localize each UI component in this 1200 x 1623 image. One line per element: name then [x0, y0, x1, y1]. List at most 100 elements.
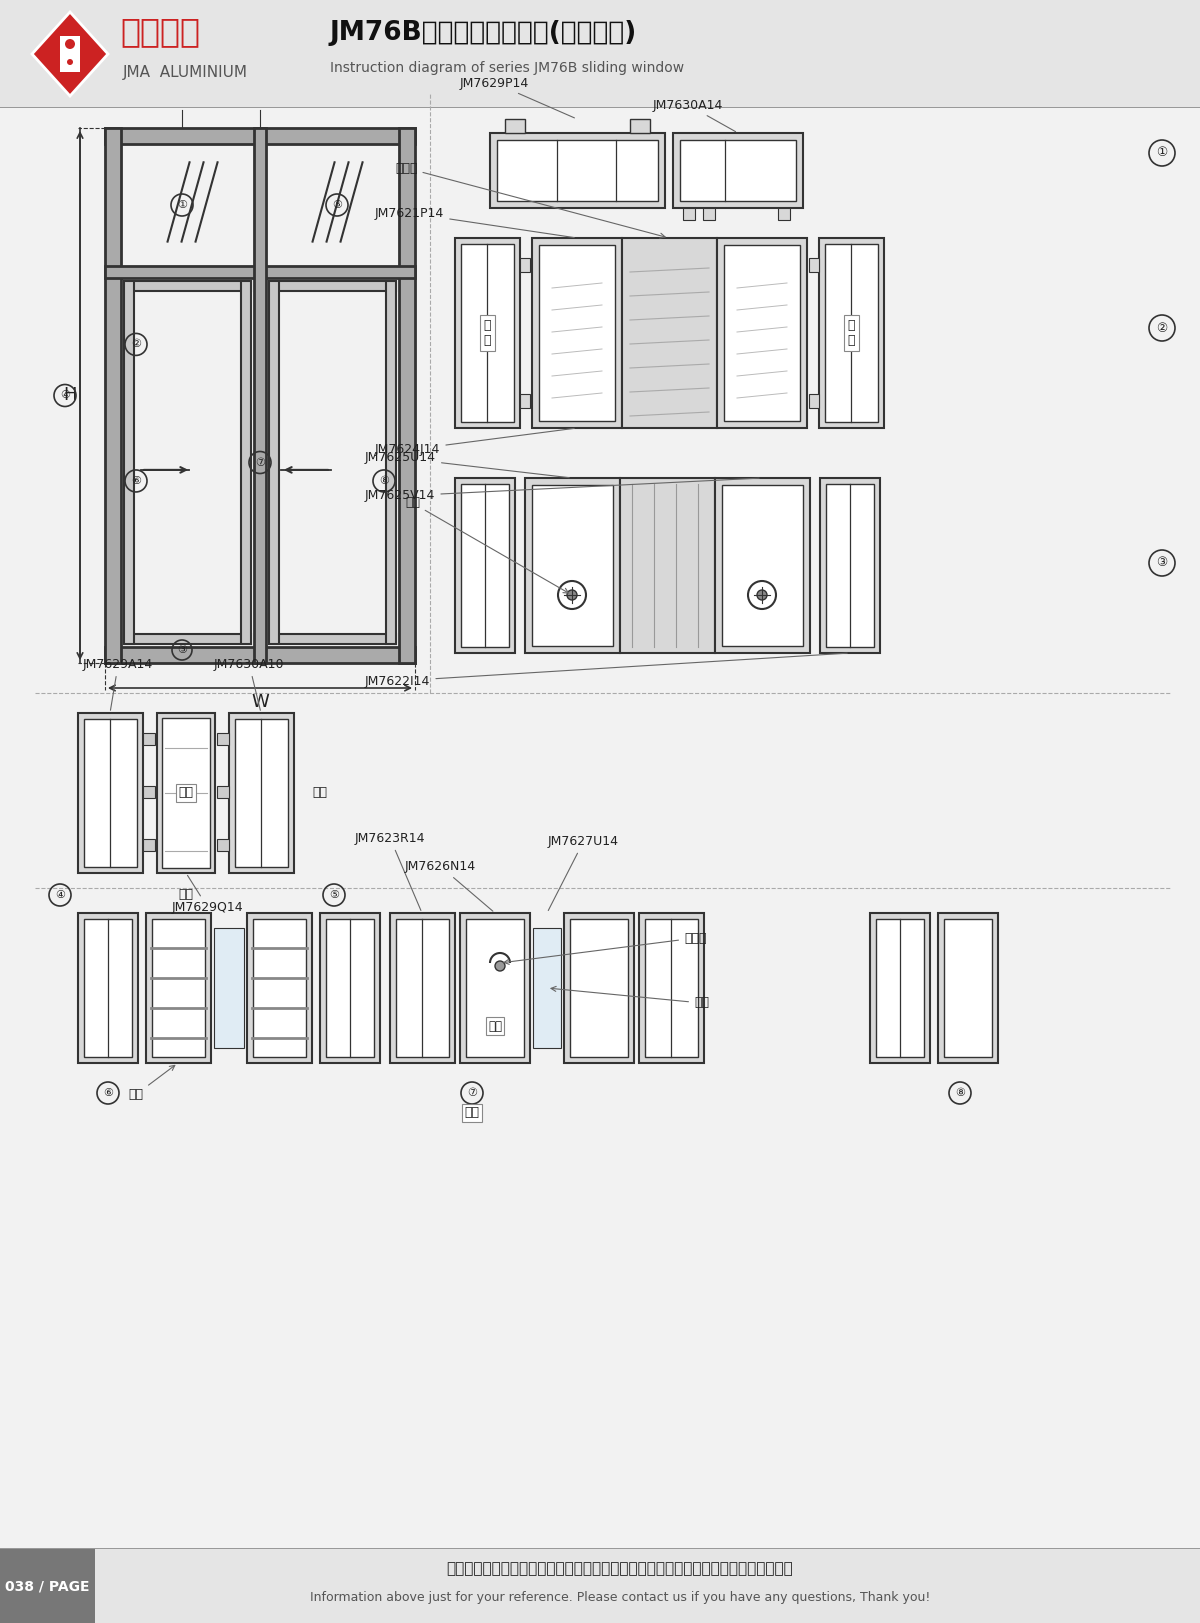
- Text: ⑥: ⑥: [103, 1087, 113, 1099]
- Text: 038 / PAGE: 038 / PAGE: [5, 1579, 89, 1594]
- Bar: [84, 919, 132, 1057]
- Text: ②: ②: [1157, 321, 1168, 334]
- Bar: [269, 635, 396, 644]
- Text: W: W: [251, 693, 269, 711]
- Text: 月牙锁: 月牙锁: [504, 932, 707, 964]
- Bar: [0, 1548, 95, 1623]
- Bar: [106, 128, 121, 664]
- Bar: [532, 485, 613, 646]
- Circle shape: [496, 961, 505, 971]
- Bar: [235, 719, 288, 867]
- Polygon shape: [32, 11, 108, 96]
- Text: 图中所示型材截面、装配、编号、尺寸及重量仅供参考。如有疑问，请向本公司查询。: 图中所示型材截面、装配、编号、尺寸及重量仅供参考。如有疑问，请向本公司查询。: [446, 1561, 793, 1576]
- Text: ⑦: ⑦: [467, 1087, 478, 1099]
- Bar: [466, 919, 524, 1057]
- Bar: [826, 484, 874, 648]
- Bar: [390, 914, 455, 1063]
- Text: ⑧: ⑧: [379, 476, 389, 485]
- Text: ④: ④: [60, 391, 70, 401]
- Text: ①: ①: [1157, 146, 1168, 159]
- Bar: [253, 919, 306, 1057]
- Text: JM7627U14: JM7627U14: [548, 834, 619, 911]
- Text: 滑轮: 滑轮: [406, 497, 569, 592]
- Bar: [152, 919, 205, 1057]
- Bar: [229, 712, 294, 873]
- Text: 室外: 室外: [464, 1107, 480, 1120]
- Bar: [124, 635, 251, 644]
- Bar: [722, 485, 803, 646]
- Text: 防盗器: 防盗器: [395, 162, 665, 239]
- Text: ②: ②: [131, 339, 142, 349]
- Bar: [241, 281, 251, 644]
- Text: JM7625U14: JM7625U14: [365, 451, 569, 477]
- Text: ⑥: ⑥: [131, 476, 142, 485]
- Bar: [396, 919, 449, 1057]
- Text: JM7625V14: JM7625V14: [365, 479, 760, 503]
- Text: JM7626N14: JM7626N14: [406, 860, 493, 911]
- Text: 室内: 室内: [179, 787, 193, 800]
- Bar: [124, 281, 251, 291]
- Text: JM7622I14: JM7622I14: [365, 652, 847, 688]
- Text: JM7629A14: JM7629A14: [83, 657, 154, 711]
- Bar: [683, 208, 695, 221]
- Bar: [520, 394, 530, 407]
- Circle shape: [568, 591, 577, 601]
- Bar: [564, 914, 634, 1063]
- Bar: [876, 919, 924, 1057]
- Circle shape: [65, 39, 74, 49]
- Text: 毛条: 毛条: [128, 1065, 175, 1100]
- Bar: [143, 786, 155, 799]
- Bar: [269, 281, 396, 291]
- Text: ⑤: ⑤: [329, 889, 340, 901]
- Bar: [386, 281, 396, 644]
- Bar: [143, 839, 155, 850]
- Bar: [460, 914, 530, 1063]
- Text: 室
内: 室 内: [484, 320, 491, 347]
- Bar: [539, 245, 616, 420]
- Bar: [532, 239, 622, 428]
- Bar: [703, 208, 715, 221]
- Bar: [505, 118, 526, 133]
- Bar: [0, 0, 1200, 109]
- Bar: [520, 258, 530, 273]
- Bar: [146, 914, 211, 1063]
- Bar: [620, 479, 715, 652]
- Bar: [162, 717, 210, 868]
- Text: JM7621P14: JM7621P14: [374, 206, 575, 237]
- Text: ③: ③: [178, 644, 187, 656]
- Text: JM7630A10: JM7630A10: [214, 657, 284, 711]
- Text: JMA  ALUMINIUM: JMA ALUMINIUM: [124, 65, 248, 80]
- Bar: [320, 914, 380, 1063]
- Text: ⑧: ⑧: [955, 1087, 965, 1099]
- Bar: [724, 245, 800, 420]
- Bar: [718, 239, 808, 428]
- Text: 室内: 室内: [488, 1019, 502, 1032]
- Text: JM76B系列推拉窗结构图(无装饰线): JM76B系列推拉窗结构图(无装饰线): [330, 19, 637, 45]
- Bar: [461, 484, 509, 648]
- Bar: [809, 258, 818, 273]
- Text: Information above just for your reference. Please contact us if you have any que: Information above just for your referenc…: [310, 1592, 930, 1605]
- Bar: [640, 914, 704, 1063]
- Bar: [646, 919, 698, 1057]
- Bar: [870, 914, 930, 1063]
- Text: ⑦: ⑦: [256, 458, 265, 467]
- Bar: [826, 243, 878, 422]
- Bar: [60, 36, 80, 71]
- Bar: [217, 839, 229, 850]
- Text: JM7630A14: JM7630A14: [653, 99, 736, 131]
- Bar: [944, 919, 992, 1057]
- Text: 室外: 室外: [312, 787, 326, 800]
- Bar: [778, 208, 790, 221]
- Bar: [157, 712, 215, 873]
- Bar: [124, 281, 134, 644]
- Bar: [461, 243, 514, 422]
- Text: JM7629P14: JM7629P14: [460, 76, 575, 118]
- Text: ③: ③: [1157, 557, 1168, 570]
- Bar: [570, 919, 628, 1057]
- Bar: [938, 914, 998, 1063]
- Bar: [326, 919, 374, 1057]
- Bar: [106, 128, 415, 144]
- Bar: [106, 266, 415, 278]
- Bar: [106, 648, 415, 664]
- Text: 坚美铝业: 坚美铝业: [120, 16, 200, 49]
